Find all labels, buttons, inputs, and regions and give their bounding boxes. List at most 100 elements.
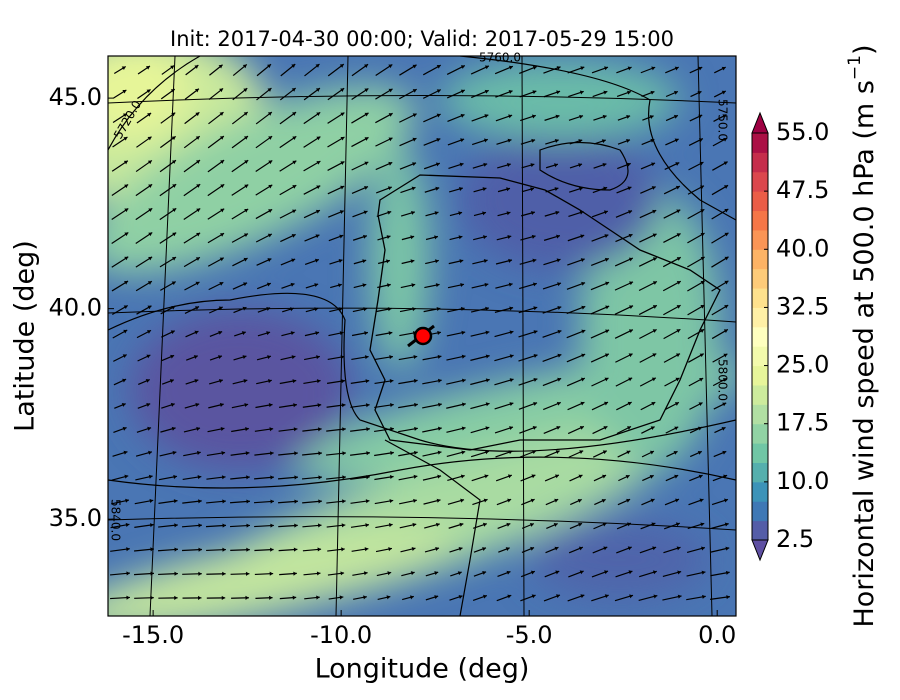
wind-arrow-head xyxy=(293,403,297,408)
wind-arrow-head xyxy=(340,355,345,360)
wind-arrow-head xyxy=(147,113,152,117)
wind-arrow-head xyxy=(723,329,728,333)
wind-arrow-head xyxy=(628,210,633,214)
wind-arrow xyxy=(183,256,201,268)
wind-arrow xyxy=(591,401,609,411)
wind-arrow-head xyxy=(169,379,174,383)
wind-arrow xyxy=(351,547,369,552)
wind-arrow xyxy=(208,281,224,291)
wind-arrow-head xyxy=(317,547,322,552)
wind-arrow xyxy=(566,305,586,315)
wind-arrow-head xyxy=(725,570,730,575)
wind-arrow xyxy=(253,499,275,504)
wind-arrow-head xyxy=(122,426,127,431)
wind-arrow xyxy=(662,280,682,292)
wind-arrow-head xyxy=(700,256,705,261)
wind-arrow-head xyxy=(267,258,272,262)
wind-arrow xyxy=(303,160,321,172)
wind-arrow xyxy=(664,401,680,411)
wind-arrow xyxy=(234,331,246,337)
wind-arrow-head xyxy=(340,161,345,165)
wind-arrow-head xyxy=(388,137,393,142)
wind-arrow-head xyxy=(628,233,633,238)
wind-arrow-head xyxy=(652,281,657,285)
wind-arrow xyxy=(713,114,727,122)
wind-arrow xyxy=(568,90,584,98)
wind-arrow-head xyxy=(266,307,271,311)
wind-arrow-head xyxy=(172,257,177,261)
wind-arrow xyxy=(495,258,513,265)
wind-arrow xyxy=(161,379,175,385)
wind-arrow-head xyxy=(148,208,153,212)
wind-arrow xyxy=(446,89,466,99)
wind-arrow-head xyxy=(724,280,729,285)
wind-arrow-head xyxy=(652,233,657,238)
wind-arrow xyxy=(422,474,442,481)
wind-arrow xyxy=(207,183,225,197)
wind-arrow-head xyxy=(147,330,151,334)
wind-arrow-head xyxy=(172,208,177,213)
wind-arrow-head xyxy=(267,233,272,238)
colorbar-band xyxy=(752,423,768,444)
wind-arrow-head xyxy=(460,498,465,503)
wind-arrow xyxy=(279,379,297,385)
wind-arrow-head xyxy=(318,451,322,456)
wind-arrow xyxy=(326,523,346,528)
wind-arrow-head xyxy=(649,115,654,119)
wind-arrow-head xyxy=(628,257,633,262)
wind-arrow-head xyxy=(198,499,202,504)
wind-arrow-head xyxy=(126,571,130,576)
wind-arrow xyxy=(424,522,440,529)
wind-arrow xyxy=(448,259,464,265)
wind-arrow xyxy=(642,474,654,482)
wind-arrow-head xyxy=(629,305,634,310)
wind-arrow xyxy=(496,138,512,145)
wind-arrow xyxy=(568,570,584,578)
wind-arrow-head xyxy=(676,233,681,237)
wind-arrow xyxy=(422,64,442,76)
wind-arrow xyxy=(495,450,513,458)
wind-arrow-head xyxy=(171,305,176,310)
wind-arrow xyxy=(590,353,610,363)
wind-arrow-head xyxy=(364,64,369,68)
wind-arrow xyxy=(520,570,536,578)
wind-arrow xyxy=(590,329,610,339)
wind-arrow xyxy=(135,207,153,221)
wind-arrow-head xyxy=(604,66,608,71)
wind-arrow-head xyxy=(145,379,150,383)
wind-arrow xyxy=(278,427,298,432)
wind-arrow-head xyxy=(579,425,584,430)
wind-arrow xyxy=(326,403,346,408)
wind-arrow-head xyxy=(362,259,367,264)
wind-arrow xyxy=(545,163,559,169)
wind-arrow-head xyxy=(484,114,489,119)
wind-arrow-head xyxy=(172,450,177,455)
wind-arrow-head xyxy=(460,89,465,94)
wind-arrow xyxy=(350,451,370,456)
wind-arrow xyxy=(423,138,441,146)
wind-arrow xyxy=(206,499,226,504)
colorbar-tick-label: 25.0 xyxy=(776,351,829,379)
wind-arrow xyxy=(278,499,298,504)
wind-arrow xyxy=(471,138,489,146)
wind-arrow-head xyxy=(701,546,705,551)
wind-arrow xyxy=(618,474,630,482)
wind-arrow-head xyxy=(220,184,225,189)
wind-arrow-head xyxy=(390,450,394,456)
wind-arrow-head xyxy=(698,66,703,71)
wind-arrow-head xyxy=(173,499,178,504)
wind-arrow xyxy=(135,280,153,292)
wind-arrow-head xyxy=(292,160,297,165)
wind-arrow xyxy=(278,547,298,552)
wind-arrow-head xyxy=(340,112,345,117)
wind-arrow-head xyxy=(725,546,730,551)
wind-arrow-head xyxy=(507,498,512,503)
wind-arrow xyxy=(713,90,727,98)
wind-arrow-head xyxy=(196,208,201,213)
wind-arrow-head xyxy=(362,283,367,288)
wind-arrow xyxy=(398,354,418,361)
wind-arrow-head xyxy=(676,305,681,309)
wind-arrow-head xyxy=(437,330,441,335)
wind-arrow-head xyxy=(435,259,439,264)
wind-arrow xyxy=(687,185,705,195)
